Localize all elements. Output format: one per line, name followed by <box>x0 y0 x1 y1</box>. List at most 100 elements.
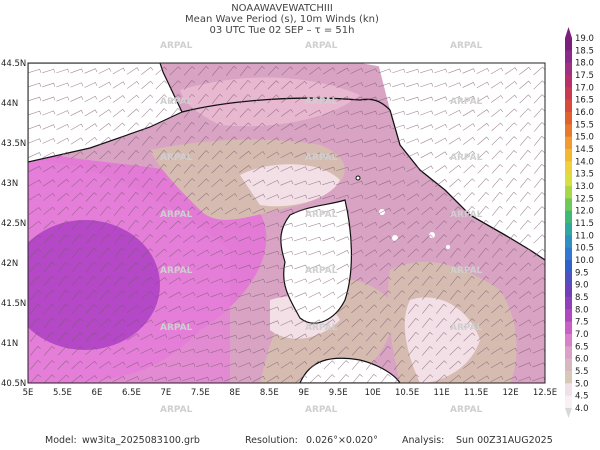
wind-barb <box>267 108 280 118</box>
wind-barb <box>252 208 266 214</box>
wind-barb <box>280 306 294 312</box>
wind-barb <box>182 348 196 354</box>
wind-barb <box>126 376 140 382</box>
wind-barb <box>99 332 112 342</box>
wind-barb <box>490 95 504 103</box>
wind-barb <box>490 347 504 355</box>
wind-barb <box>533 234 545 244</box>
colorbar-label: 11.5 <box>575 219 594 229</box>
wind-barb <box>113 247 125 258</box>
wind-barb <box>462 123 476 131</box>
watermark: ARPAL <box>450 266 483 276</box>
wind-barb <box>378 68 392 74</box>
wind-barb <box>169 163 181 174</box>
wind-barb <box>406 152 420 158</box>
wind-barb <box>420 179 434 187</box>
wind-barb <box>56 137 70 145</box>
wind-barb <box>463 150 476 160</box>
wind-barb <box>448 68 462 74</box>
wind-barb <box>266 278 280 284</box>
wind-barb <box>253 80 265 90</box>
wind-barb <box>43 206 56 216</box>
wind-barb <box>449 178 462 188</box>
wind-barb <box>294 347 308 355</box>
colorbar-segment <box>565 198 572 212</box>
lon-label: 5.5E <box>53 388 72 398</box>
wind-barb <box>533 191 545 202</box>
model-label: Model: <box>45 435 77 446</box>
wind-barb <box>85 290 97 300</box>
wind-barb <box>533 177 545 188</box>
wind-barb <box>114 205 125 216</box>
wind-barb <box>435 374 448 383</box>
wind-barb <box>491 247 503 258</box>
wind-barb <box>154 376 168 382</box>
wind-barb <box>365 318 377 328</box>
wind-barb <box>434 151 448 159</box>
colorbar-label: 16.5 <box>575 96 594 106</box>
wind-barb <box>128 205 139 216</box>
wind-barb <box>252 334 266 340</box>
colorbar-segment <box>565 112 572 125</box>
wind-barb <box>308 305 322 313</box>
wind-barb <box>100 233 111 244</box>
wind-barb <box>420 138 434 144</box>
wind-barb <box>463 136 476 145</box>
colorbar-segment <box>565 210 572 224</box>
wind-barb <box>113 233 125 244</box>
lat-label: 42N <box>1 259 18 269</box>
wind-barb <box>393 317 405 328</box>
wind-barb <box>70 96 84 102</box>
wind-barb <box>113 191 125 202</box>
wind-barb <box>212 79 223 90</box>
wind-barb <box>294 264 308 270</box>
wind-barb <box>309 346 322 355</box>
wind-barb <box>252 348 266 354</box>
wind-barb <box>421 331 433 342</box>
wind-barb <box>365 345 377 356</box>
wind-barb <box>155 234 168 244</box>
wind-barb <box>42 165 56 173</box>
resolution: 0.026°×0.020° <box>306 435 378 446</box>
wind-barb <box>28 124 42 130</box>
wind-barb <box>197 150 209 160</box>
wind-barb <box>98 81 112 89</box>
wind-barb <box>448 82 462 88</box>
lon-label: 6.5E <box>122 388 141 398</box>
wind-barb <box>155 206 167 216</box>
wind-barb <box>435 220 447 230</box>
wind-barb <box>421 206 434 216</box>
wind-barb <box>449 289 461 300</box>
wind-barb <box>336 110 350 116</box>
wind-barb <box>196 334 210 340</box>
wind-barb <box>29 289 41 300</box>
wind-barb <box>294 208 308 214</box>
wind-barb <box>280 194 294 200</box>
wind-barb <box>30 317 41 328</box>
wind-barb <box>492 219 503 230</box>
wind-barb <box>252 222 266 228</box>
wind-barb <box>364 263 378 271</box>
colorbar-segment <box>565 284 572 298</box>
wind-barb <box>392 166 406 172</box>
wind-barb <box>238 376 252 382</box>
wind-barb <box>198 93 209 104</box>
wind-barb <box>532 376 545 382</box>
wind-barb <box>463 178 476 188</box>
colorbar-label: 11.0 <box>575 231 594 241</box>
wind-barb <box>350 180 364 186</box>
wind-barb <box>476 109 490 117</box>
wind-barb <box>168 334 182 340</box>
wind-barb <box>140 376 154 382</box>
wind-barb <box>435 178 448 187</box>
wind-barb <box>350 68 364 74</box>
wind-barb <box>211 150 223 160</box>
wind-barb <box>378 235 392 243</box>
wind-barb <box>197 79 209 90</box>
wind-barb <box>154 348 168 354</box>
wind-barb <box>322 277 336 284</box>
wind-barb <box>86 247 97 258</box>
wind-barb <box>421 220 434 230</box>
wind-barb <box>169 94 181 104</box>
wind-barb <box>421 192 434 201</box>
